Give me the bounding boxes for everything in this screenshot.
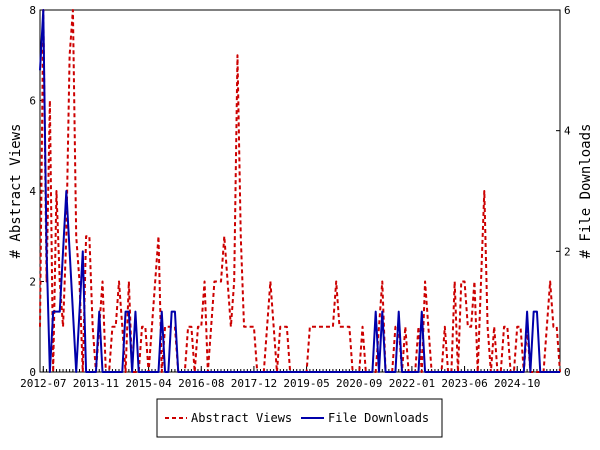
legend-label-abstract-views: Abstract Views <box>191 411 292 425</box>
y-right-tick-label: 2 <box>564 245 571 258</box>
y-right-tick-label: 6 <box>564 4 571 17</box>
x-tick-label: 2024-10 <box>494 377 540 390</box>
x-tick-label: 2012-07 <box>20 377 66 390</box>
x-tick-label: 2015-04 <box>125 377 172 390</box>
y-axis-left-title: # Abstract Views <box>8 124 24 259</box>
x-tick-label: 2020-09 <box>336 377 382 390</box>
series-line-file-downloads <box>39 9 560 373</box>
plot-area <box>39 9 561 373</box>
legend-box <box>156 398 443 438</box>
y-axis-right-title: # File Downloads <box>578 124 594 259</box>
x-tick-label: 2023-06 <box>441 377 487 390</box>
series-lines <box>39 9 561 373</box>
x-tick-label: 2019-05 <box>283 377 329 390</box>
legend-label-file-downloads: File Downloads <box>328 411 429 425</box>
x-tick-label: 2022-01 <box>389 377 435 390</box>
y-right-tick-label: 4 <box>564 125 571 138</box>
y-right-tick-label: 0 <box>564 366 571 379</box>
y-left-tick-label: 2 <box>29 276 36 289</box>
legend: Abstract Views File Downloads <box>156 398 443 438</box>
x-tick-label: 2013-11 <box>73 377 119 390</box>
y-left-tick-label: 6 <box>29 95 36 108</box>
y-left-tick-label: 8 <box>29 4 36 17</box>
x-tick-label: 2016-08 <box>178 377 224 390</box>
y-left-tick-label: 0 <box>29 366 36 379</box>
x-tick-label: 2017-12 <box>231 377 277 390</box>
y-left-tick-label: 4 <box>29 185 36 198</box>
